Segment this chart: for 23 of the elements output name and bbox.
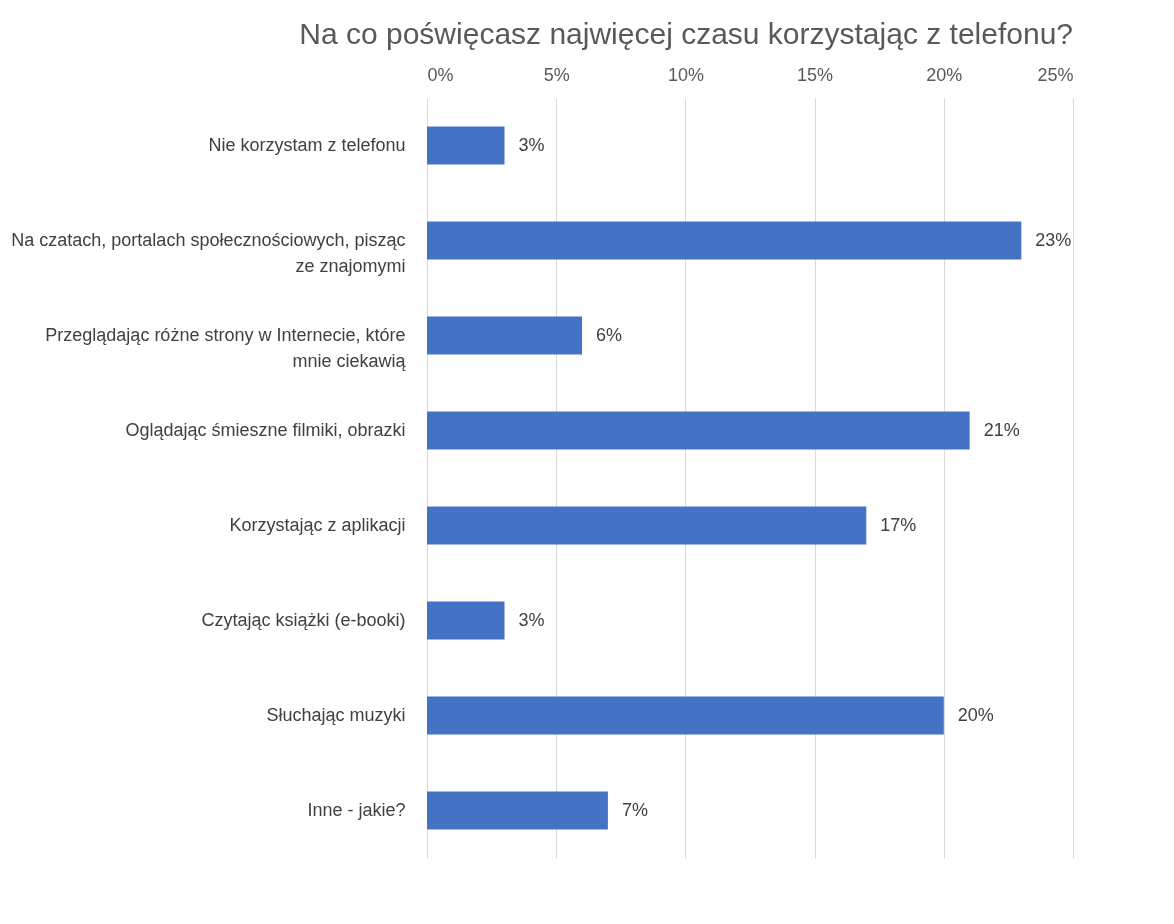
chart-title: Na co poświęcasz najwięcej czasu korzystając z telefonu? [299,17,1073,50]
data-label: 20% [957,704,994,725]
data-label: 3% [518,134,545,155]
y-tick-label: Nie korzystam z telefonu [208,134,406,155]
x-tick-label: 25% [1037,64,1074,85]
y-tick-label: Słuchając muzyki [266,704,406,725]
y-tick-label: Czytając książki (e-booki) [201,609,406,630]
data-label: 17% [880,514,917,535]
y-tick-label: Na czatach, portalach społecznościowych, pisząc ze znajomymi [11,229,406,276]
data-label: 23% [1035,229,1072,250]
data-label: 3% [518,609,545,630]
x-tick-label: 20% [926,64,963,85]
x-tick-label: 5% [543,64,570,85]
x-tick-label: 10% [667,64,704,85]
x-tick-label: 15% [797,64,834,85]
data-label: 7% [621,799,648,820]
y-tick-label: Oglądając śmieszne filmiki, obrazki [125,419,406,440]
data-label: 21% [983,419,1020,440]
y-tick-label: Inne - jakie? [307,799,406,820]
y-tick-label: Korzystając z aplikacji [229,514,406,535]
data-label: 6% [596,324,623,345]
x-tick-label: 0% [427,64,454,85]
y-tick-label: Przeglądając różne strony w Internecie, które mnie ciekawią [45,324,407,371]
